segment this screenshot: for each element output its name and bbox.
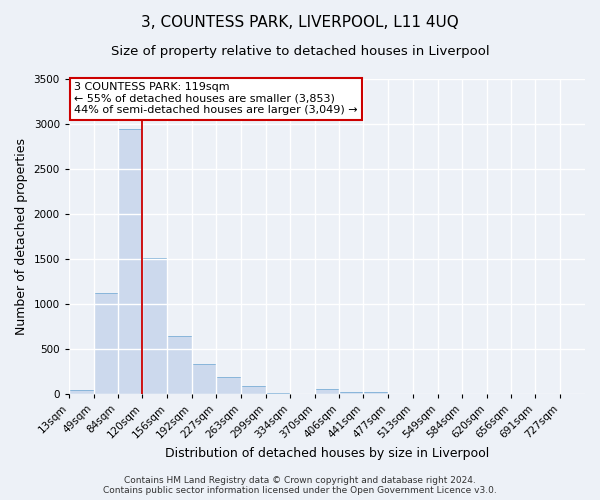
Text: Contains HM Land Registry data © Crown copyright and database right 2024.
Contai: Contains HM Land Registry data © Crown c… <box>103 476 497 495</box>
Text: 3 COUNTESS PARK: 119sqm
← 55% of detached houses are smaller (3,853)
44% of semi: 3 COUNTESS PARK: 119sqm ← 55% of detache… <box>74 82 358 116</box>
Bar <box>364 392 388 394</box>
Y-axis label: Number of detached properties: Number of detached properties <box>15 138 28 335</box>
Bar <box>167 336 192 394</box>
Bar <box>340 392 364 394</box>
Text: Size of property relative to detached houses in Liverpool: Size of property relative to detached ho… <box>110 45 490 58</box>
Bar <box>94 294 118 394</box>
X-axis label: Distribution of detached houses by size in Liverpool: Distribution of detached houses by size … <box>165 447 489 460</box>
Bar <box>118 128 142 394</box>
Bar <box>142 258 167 394</box>
Bar <box>216 376 241 394</box>
Bar <box>241 386 266 394</box>
Bar <box>69 390 94 394</box>
Bar <box>314 389 340 394</box>
Text: 3, COUNTESS PARK, LIVERPOOL, L11 4UQ: 3, COUNTESS PARK, LIVERPOOL, L11 4UQ <box>141 15 459 30</box>
Bar <box>192 364 216 394</box>
